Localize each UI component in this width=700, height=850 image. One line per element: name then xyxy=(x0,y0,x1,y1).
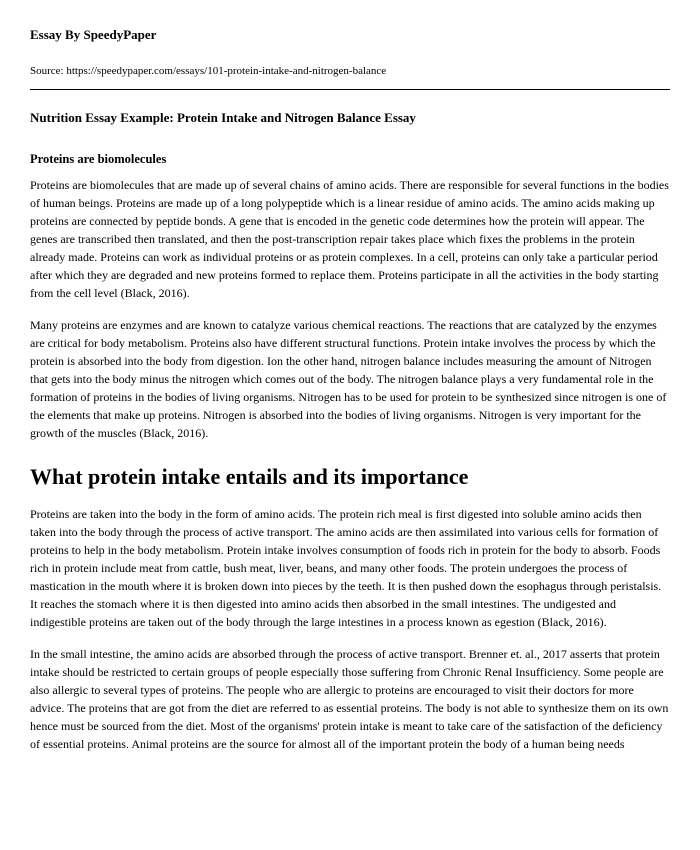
essay-title: Nutrition Essay Example: Protein Intake … xyxy=(30,108,670,128)
section-heading-protein-intake: What protein intake entails and its impo… xyxy=(30,460,670,493)
paragraph-3: Proteins are taken into the body in the … xyxy=(30,505,670,631)
subheading-proteins-biomolecules: Proteins are biomolecules xyxy=(30,150,670,169)
header-divider xyxy=(30,89,670,90)
paragraph-2: Many proteins are enzymes and are known … xyxy=(30,316,670,442)
paragraph-1: Proteins are biomolecules that are made … xyxy=(30,176,670,302)
source-line: Source: https://speedypaper.com/essays/1… xyxy=(30,63,670,80)
essay-by-label: Essay By SpeedyPaper xyxy=(30,25,670,45)
paragraph-4: In the small intestine, the amino acids … xyxy=(30,645,670,753)
source-url: https://speedypaper.com/essays/101-prote… xyxy=(66,65,386,77)
source-label: Source: xyxy=(30,65,66,77)
